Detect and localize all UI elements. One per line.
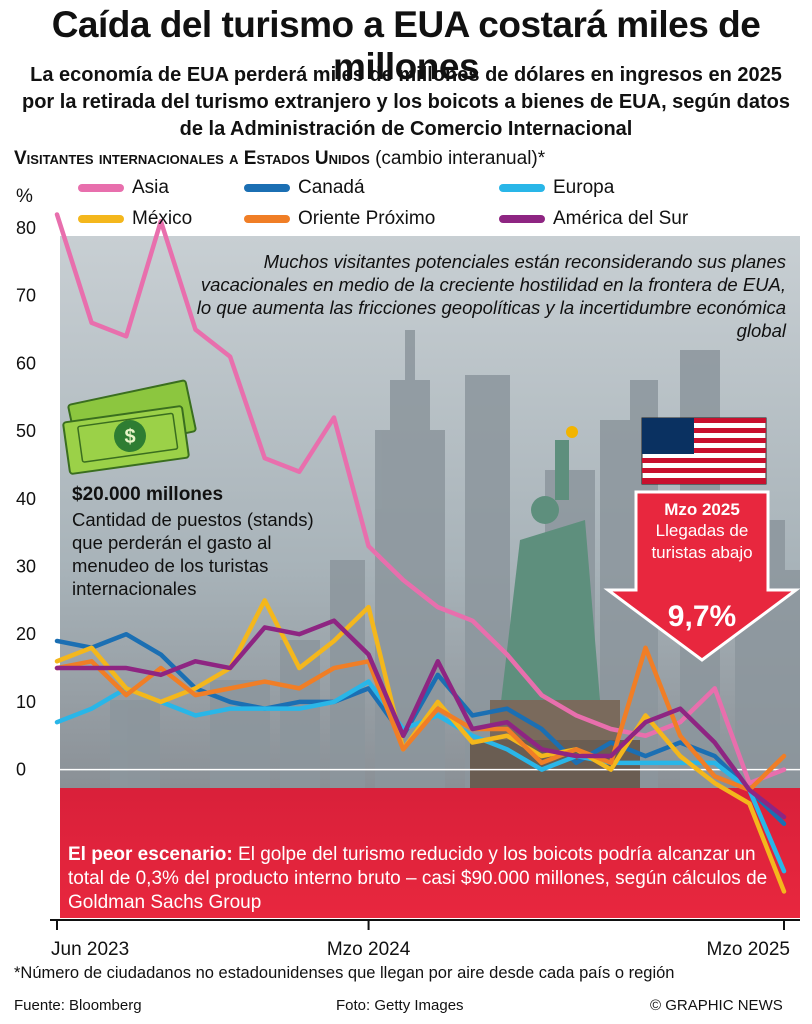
down-arrow-shape: [603, 490, 801, 662]
legend-swatch: [78, 183, 124, 192]
worst-case-text: El golpe del turismo reducido y los boic…: [68, 844, 768, 913]
annotation-note: Muchos visitantes potenciales están reco…: [196, 251, 786, 341]
arrow-date: Mzo 2025: [664, 500, 740, 519]
y-tick-label: 80: [16, 218, 36, 238]
chart-grid: 80 70 60 50 40 30 20 10 0 -10 -20: [16, 218, 800, 915]
y-tick-label: 70: [16, 286, 36, 306]
chart-series: [54, 212, 787, 894]
subtitle: La economía de EUA perderá miles de mill…: [22, 64, 790, 140]
worst-case-box: El peor escenario: El golpe del turismo …: [68, 843, 768, 915]
y-tick-label: -20: [16, 895, 42, 915]
y-tick-label: 30: [16, 557, 36, 577]
y-tick-label: 50: [16, 421, 36, 441]
page-title: Caída del turismo a EUA costará miles de…: [51, 4, 761, 87]
legend-canada: Canadá: [244, 177, 365, 199]
legend-label: América del Sur: [553, 208, 689, 229]
chart-heading-note: (cambio interanual)*: [375, 148, 546, 169]
legend-label: Canadá: [298, 177, 365, 198]
y-axis-label: %: [16, 186, 33, 207]
legend-swatch: [78, 214, 124, 223]
graphic-credit: © GRAPHIC NEWS: [650, 997, 783, 1014]
money-icon: $: [62, 379, 197, 475]
series-line-canadá: [54, 631, 787, 827]
money-description: Cantidad de puestos (stands) que perderá…: [72, 509, 314, 599]
legend-label: Europa: [553, 177, 615, 198]
x-tick-label: Jun 2023: [51, 939, 129, 960]
x-axis: Jun 2023 Mzo 2024 Mzo 2025: [50, 919, 800, 960]
legend-swatch: [244, 214, 290, 223]
legend-europa: Europa: [499, 177, 614, 199]
y-tick-label: -10: [16, 827, 42, 847]
legend-swatch: [499, 183, 545, 192]
legend-label: Oriente Próximo: [298, 208, 436, 229]
legend-oriente-proximo: Oriente Próximo: [244, 208, 435, 230]
legend-label: México: [132, 208, 193, 229]
y-tick-label: 20: [16, 624, 36, 644]
worst-case-label: El peor escenario:: [68, 844, 233, 865]
us-flag-icon: [641, 417, 767, 485]
legend-asia: Asia: [78, 177, 169, 199]
footnote: *Número de ciudadanos no estadounidenses…: [14, 964, 675, 982]
source: Fuente: Bloomberg: [14, 997, 142, 1014]
money-amount: $20.000 millones: [72, 484, 224, 505]
y-tick-label: 10: [16, 692, 36, 712]
x-tick-label: Mzo 2024: [327, 939, 411, 960]
chart-heading: Visitantes internacionales a Estados Uni…: [14, 148, 545, 170]
y-tick-label: 40: [16, 489, 36, 509]
legend-swatch: [499, 214, 545, 223]
x-tick-label: Mzo 2025: [707, 939, 790, 960]
arrow-text: Llegadas de turistas abajo: [651, 521, 753, 562]
legend-label: Asia: [132, 177, 169, 198]
legend-mexico: México: [78, 208, 192, 230]
y-tick-label: 60: [16, 353, 36, 373]
chart-heading-main: Visitantes internacionales a Estados Uni…: [14, 148, 370, 169]
series-line-oriente-próximo: [54, 645, 787, 793]
legend-swatch: [244, 183, 290, 192]
series-line-américa-del-sur: [54, 618, 787, 820]
photo-credit: Foto: Getty Images: [336, 997, 464, 1014]
y-tick-label: 0: [16, 760, 26, 780]
svg-text:$: $: [124, 426, 135, 448]
legend-america-del-sur: América del Sur: [499, 208, 688, 230]
arrow-value: 9,7%: [667, 600, 737, 633]
series-line-asia: [54, 212, 787, 786]
